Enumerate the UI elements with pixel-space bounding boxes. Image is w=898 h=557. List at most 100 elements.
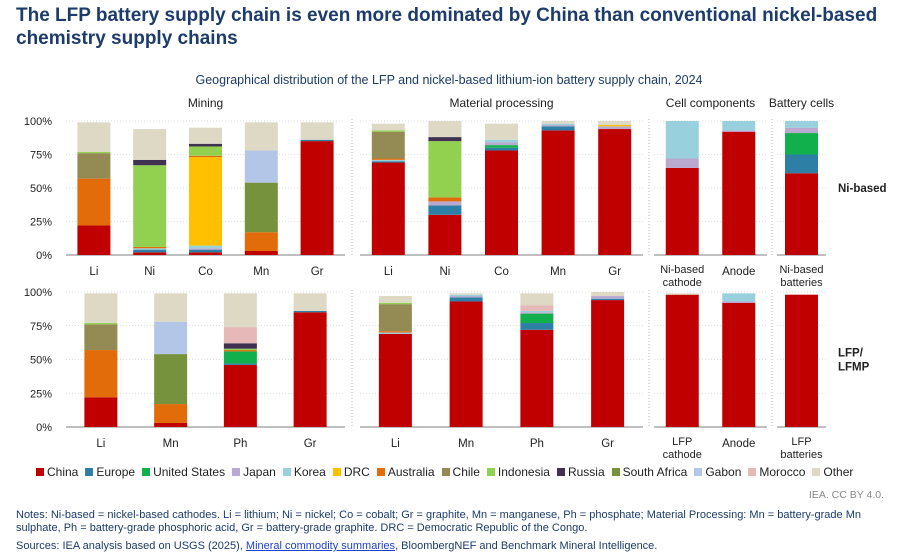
x-tick-label: Li xyxy=(96,438,105,450)
bar-segment-china xyxy=(133,252,167,255)
bar-segment-china xyxy=(520,329,554,427)
bar-segment-korea xyxy=(485,139,518,143)
legend-item: Russia xyxy=(556,465,605,479)
bar-segment-australia xyxy=(84,350,118,398)
bar-segment-china xyxy=(665,167,699,255)
legend-swatch xyxy=(282,468,291,476)
y-tick-label: 100% xyxy=(24,287,52,299)
bar-segment-korea xyxy=(665,121,699,159)
bar-segment-korea xyxy=(722,293,756,302)
bar-segment-korea xyxy=(541,123,575,126)
bar-segment-europe xyxy=(223,363,257,365)
bar-segment-morocco xyxy=(520,305,554,311)
row-label: Ni-based xyxy=(838,183,887,195)
bar-segment-united-states xyxy=(785,133,818,155)
legend-item: Other xyxy=(812,465,853,479)
bar-segment-europe xyxy=(785,154,818,174)
bar-segment-gabon xyxy=(244,150,278,183)
legend-swatch xyxy=(611,468,620,476)
bar-segment-china xyxy=(785,294,818,427)
legend-swatch xyxy=(36,468,44,476)
legend-item: Korea xyxy=(282,465,326,479)
y-tick-label: 100% xyxy=(24,116,52,128)
bar-segment-korea xyxy=(449,294,483,297)
legend-label: Gabon xyxy=(705,465,742,479)
legend-item: China xyxy=(36,465,78,479)
x-tick-label: Ph xyxy=(530,438,544,450)
bar-segment-europe xyxy=(520,323,554,330)
bar-segment-china xyxy=(722,131,756,255)
sources-prefix: Sources: IEA analysis based on USGS (202… xyxy=(16,540,246,552)
bar-segment-indonesia xyxy=(378,302,412,305)
bar-segment-united-states xyxy=(485,145,518,148)
bar-segment-gabon xyxy=(154,321,188,355)
y-tick-label: 0% xyxy=(36,250,52,262)
bar-segment-other xyxy=(133,129,167,160)
bar-segment-china xyxy=(189,252,222,255)
bar-segment-japan xyxy=(485,142,518,146)
bar-segment-japan xyxy=(520,312,554,314)
panel-title: Material processing xyxy=(449,96,553,110)
x-tick-label: Li xyxy=(384,266,393,278)
bar-segment-europe xyxy=(371,161,405,163)
bar-segment-europe xyxy=(449,297,483,302)
bar-segment-japan xyxy=(189,248,222,250)
bar-segment-korea xyxy=(785,121,818,128)
bar-segment-australia xyxy=(154,404,188,423)
bar-segment-korea xyxy=(371,159,405,162)
bar-segment-japan xyxy=(591,296,625,299)
legend-label: China xyxy=(47,465,79,479)
legend-item: Europe xyxy=(85,465,135,479)
bar-segment-other xyxy=(598,121,632,126)
bar-segment-china xyxy=(598,129,632,255)
bar-segment-china xyxy=(591,300,625,427)
bar-segment-china xyxy=(449,301,483,427)
bar-segment-other xyxy=(378,296,412,303)
bar-segment-south-africa xyxy=(244,182,278,233)
legend-swatch xyxy=(486,468,495,476)
bar-segment-australia xyxy=(428,197,462,202)
bar-segment-other xyxy=(84,293,118,324)
x-tick-label: Mn xyxy=(550,266,566,278)
bar-segment-australia xyxy=(77,178,111,226)
chart-notes: Notes: Ni-based = nickel-based cathodes.… xyxy=(16,509,861,534)
bar-segment-china xyxy=(244,250,278,255)
legend-label: Korea xyxy=(293,465,326,479)
bar-segment-china xyxy=(154,422,188,427)
bar-segment-indonesia xyxy=(189,146,222,156)
bar-segment-other xyxy=(591,292,625,297)
legend-swatch xyxy=(441,468,450,476)
bar-segment-russia xyxy=(223,343,257,349)
bar-segment-australia xyxy=(244,232,278,251)
bar-segment-china xyxy=(371,162,405,255)
y-tick-label: 75% xyxy=(30,321,52,333)
legend-item: Morocco xyxy=(748,465,805,479)
legend-swatch xyxy=(376,468,385,476)
x-tick-label: Co xyxy=(198,266,213,278)
legend-label: Morocco xyxy=(759,465,806,479)
bar-segment-australia xyxy=(371,158,405,160)
legend-label: Other xyxy=(823,465,854,479)
legend-item: DRC xyxy=(332,465,370,479)
bar-segment-europe xyxy=(189,249,222,253)
bar-segment-korea xyxy=(189,245,222,249)
legend-label: Australia xyxy=(387,465,435,479)
x-tick-label: cathode xyxy=(663,449,702,461)
chart-legend: China Europe United States Japan Korea DRC Aus… xyxy=(36,465,860,479)
y-tick-label: 50% xyxy=(30,183,52,195)
bar-segment-other xyxy=(189,127,222,144)
legend-label: Europe xyxy=(96,465,136,479)
bar-segment-japan xyxy=(722,130,756,132)
sources-link[interactable]: Mineral commodity summaries xyxy=(245,540,396,552)
x-tick-label: Li xyxy=(391,438,400,450)
bar-segment-other xyxy=(520,293,554,306)
legend-item: United States xyxy=(142,465,225,479)
x-tick-label: Gr xyxy=(304,438,317,450)
legend-item: Australia xyxy=(376,465,435,479)
bar-segment-japan xyxy=(449,296,483,298)
x-tick-label: Ni xyxy=(439,266,450,278)
x-tick-label: batteries xyxy=(780,449,823,461)
bar-segment-indonesia xyxy=(84,323,118,325)
legend-swatch xyxy=(812,468,821,476)
